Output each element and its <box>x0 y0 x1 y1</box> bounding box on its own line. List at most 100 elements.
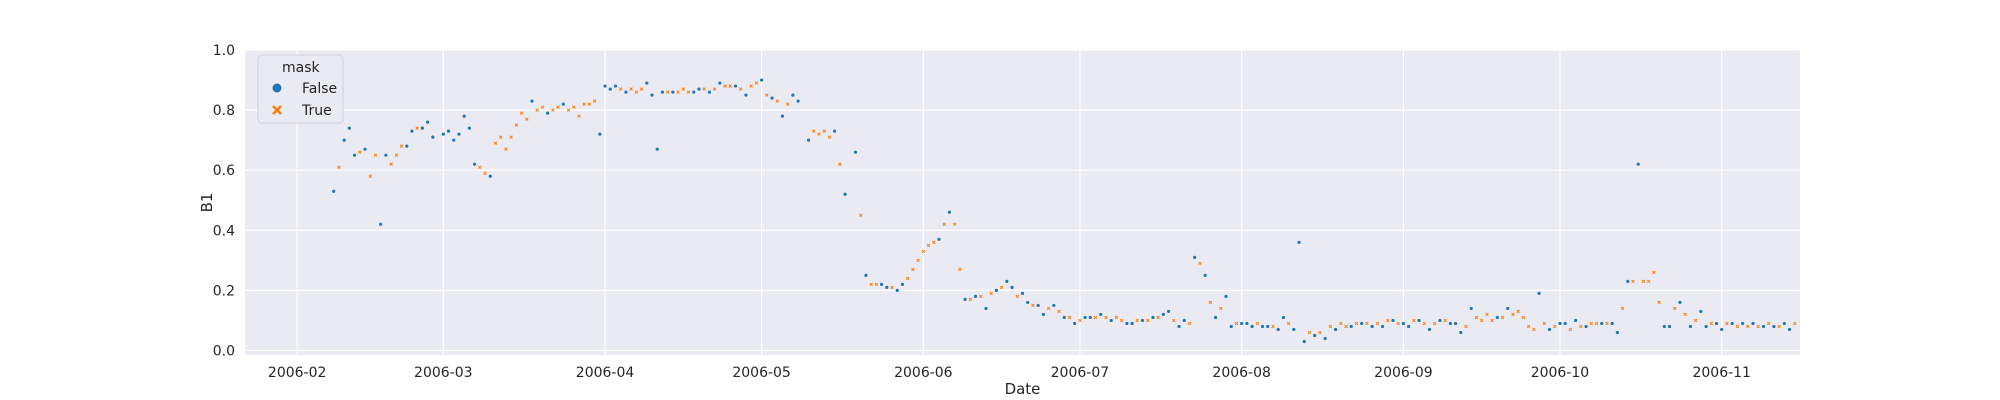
scatter-point-true <box>728 84 733 88</box>
scatter-point-true <box>1532 327 1536 332</box>
scatter-point-true <box>1526 324 1531 329</box>
scatter-point-false <box>1062 315 1066 320</box>
scatter-point-true <box>932 240 936 245</box>
scatter-point-true <box>1339 321 1343 326</box>
scatter-point-false <box>384 153 388 157</box>
x-axis-title: Date <box>1005 380 1041 398</box>
scatter-point-false <box>1276 327 1280 332</box>
scatter-point-false <box>1020 291 1025 295</box>
scatter-point-true <box>723 84 727 88</box>
scatter-point-false <box>1667 324 1672 329</box>
scatter-point-true <box>916 258 920 263</box>
scatter-point-false <box>462 114 466 118</box>
scatter-point-true <box>1793 321 1797 326</box>
scatter-point-true <box>926 243 931 248</box>
scatter-point-true <box>1474 315 1479 320</box>
y-tick-label: 0.6 <box>213 163 235 179</box>
scatter-point-false <box>1391 318 1395 323</box>
scatter-point-false <box>1130 321 1134 326</box>
scatter-point-false <box>984 306 988 311</box>
scatter-point-false <box>1182 318 1186 323</box>
x-tick-label: 2006-04 <box>576 365 635 381</box>
scatter-point-true <box>989 291 993 296</box>
scatter-point-true <box>493 141 498 145</box>
scatter-point-false <box>885 285 889 289</box>
scatter-point-true <box>1693 318 1698 323</box>
scatter-point-false <box>1506 306 1510 311</box>
scatter-point-true <box>1396 321 1400 326</box>
scatter-point-true <box>942 222 946 227</box>
scatter-point-false <box>1495 315 1499 320</box>
scatter-point-false <box>1224 294 1228 299</box>
scatter-point-false <box>1761 324 1766 329</box>
scatter-point-false <box>1193 255 1197 259</box>
scatter-point-false <box>420 126 425 130</box>
scatter-point-true <box>540 105 545 109</box>
scatter-point-false <box>410 129 414 133</box>
y-axis-title: B1 <box>198 193 216 213</box>
scatter-point-false <box>1782 321 1786 326</box>
scatter-point-true <box>535 108 539 112</box>
scatter-point-false <box>1151 315 1155 320</box>
data-points <box>332 78 1797 344</box>
scatter-point-true <box>1552 324 1557 329</box>
plot-area <box>245 50 1800 355</box>
scatter-point-true <box>1386 318 1390 323</box>
scatter-point-true <box>1652 270 1656 275</box>
scatter-point-false <box>457 132 461 136</box>
scatter-point-true <box>1479 318 1484 323</box>
scatter-point-false <box>1260 324 1265 329</box>
scatter-point-false <box>347 126 351 130</box>
scatter-point-false <box>1380 324 1385 329</box>
scatter-point-false <box>1584 324 1588 329</box>
scatter-point-false <box>1547 327 1552 332</box>
scatter-point-true <box>999 285 1004 290</box>
scatter-point-false <box>1167 309 1171 314</box>
scatter-point-true <box>869 282 873 287</box>
scatter-point-true <box>1490 318 1494 323</box>
scatter-point-false <box>1109 318 1113 323</box>
y-tick-label: 0.0 <box>213 343 235 359</box>
scatter-point-false <box>1099 312 1103 317</box>
scatter-point-false <box>467 126 471 130</box>
scatter-point-true <box>514 123 519 127</box>
scatter-point-false <box>561 102 565 106</box>
scatter-point-true <box>1046 306 1051 311</box>
x-tick-label: 2006-02 <box>268 365 327 381</box>
scatter-point-true <box>1135 318 1140 323</box>
scatter-point-true <box>1511 312 1515 317</box>
scatter-point-true <box>1725 321 1729 326</box>
scatter-point-true <box>858 213 863 218</box>
scatter-point-true <box>1443 318 1447 323</box>
scatter-point-true <box>686 90 691 94</box>
scatter-point-false <box>1052 303 1056 308</box>
scatter-point-false <box>1558 321 1562 326</box>
scatter-point-true <box>1114 315 1119 320</box>
x-tick-label: 2006-11 <box>1692 365 1751 381</box>
scatter-point-true <box>1365 321 1369 326</box>
x-tick-label: 2006-05 <box>732 365 791 381</box>
scatter-point-true <box>1208 300 1213 305</box>
scatter-point-false <box>791 93 795 97</box>
scatter-point-false <box>624 90 628 94</box>
scatter-point-true <box>1057 309 1061 314</box>
scatter-point-true <box>1255 321 1260 326</box>
scatter-point-false <box>1266 324 1270 329</box>
scatter-point-false <box>1704 324 1708 329</box>
y-tick-label: 0.8 <box>213 103 235 119</box>
scatter-point-true <box>812 129 816 133</box>
scatter-point-false <box>1714 321 1719 326</box>
scatter-point-true <box>676 90 680 94</box>
scatter-point-false <box>718 81 722 85</box>
scatter-point-true <box>1709 321 1714 326</box>
scatter-point-false <box>363 147 367 151</box>
scatter-point-true <box>415 126 419 130</box>
scatter-point-false <box>806 138 811 142</box>
scatter-point-true <box>1432 321 1437 326</box>
legend-label-true: True <box>301 103 332 119</box>
scatter-point-true <box>1464 324 1468 329</box>
scatter-point-true <box>1172 318 1176 323</box>
x-tick-label: 2006-06 <box>894 365 953 381</box>
x-tick-label: 2006-03 <box>414 365 473 381</box>
